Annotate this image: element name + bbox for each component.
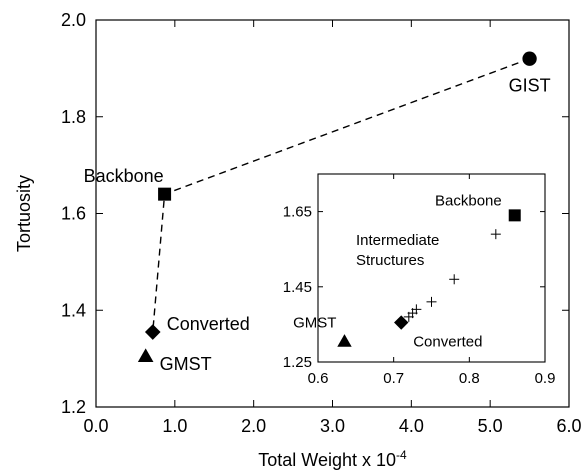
intermediate-structures-label: Structures (356, 252, 424, 269)
y-axis-label: Tortuosity (14, 175, 34, 252)
intermediate-structure-point (426, 296, 437, 307)
x-tick-label: 6.0 (556, 416, 581, 436)
main-plot: 0.0 1.0 2.0 3.0 4.0 5.0 6.0 1.2 1.4 1.6 1.8 2.0 Tota… (14, 10, 582, 470)
point-label-gmst: GMST (160, 354, 212, 374)
inset-x-tick-label: 0.7 (383, 370, 404, 387)
intermediate-structure-point (411, 304, 422, 315)
x-tick-label: 2.0 (241, 416, 266, 436)
inset-point-gmst (337, 334, 352, 347)
point-gmst (137, 348, 154, 363)
inset-y-tick-label: 1.25 (283, 354, 312, 371)
y-tick-label: 1.6 (61, 204, 86, 224)
inset-x-tick-label: 0.9 (535, 370, 556, 387)
y-tick-label: 1.2 (61, 397, 86, 417)
point-backbone (158, 187, 172, 201)
intermediate-structure-point (449, 274, 460, 285)
intermediate-structure-point (490, 229, 501, 240)
x-tick-label: 4.0 (399, 416, 424, 436)
x-tick-label: 3.0 (320, 416, 345, 436)
y-tick-label: 2.0 (61, 10, 86, 30)
intermediate-structures-label: Intermediate (356, 232, 439, 249)
inset-point-backbone (508, 209, 521, 222)
inset-point-label-backbone: Backbone (435, 192, 502, 209)
x-axis-label: Total Weight x 10-4 (258, 448, 407, 470)
inset-frame (317, 173, 546, 363)
inset-y-tick-label: 1.65 (283, 204, 312, 221)
y-tick-label: 1.4 (61, 300, 86, 320)
inset-x-tick-label: 0.6 (308, 370, 329, 387)
x-tick-label: 1.0 (162, 416, 187, 436)
point-label-converted: Converted (167, 314, 250, 334)
point-label-gist: GIST (509, 76, 551, 96)
y-tick-label: 1.8 (61, 107, 86, 127)
point-label-backbone: Backbone (84, 166, 164, 186)
x-tick-label: 0.0 (83, 416, 108, 436)
inset-point-label-converted: Converted (413, 334, 482, 351)
x-tick-label: 5.0 (478, 416, 503, 436)
inset-plot: 0.6 0.7 0.8 0.9 1.25 1.45 1.65 Backbone GMST Conv… (283, 173, 556, 387)
inset-point-converted (394, 315, 409, 330)
point-converted (144, 324, 161, 340)
inset-x-tick-label: 0.8 (459, 370, 480, 387)
point-gist (522, 51, 537, 66)
inset-point-label-gmst: GMST (293, 314, 336, 331)
inset-y-tick-label: 1.45 (283, 279, 312, 296)
